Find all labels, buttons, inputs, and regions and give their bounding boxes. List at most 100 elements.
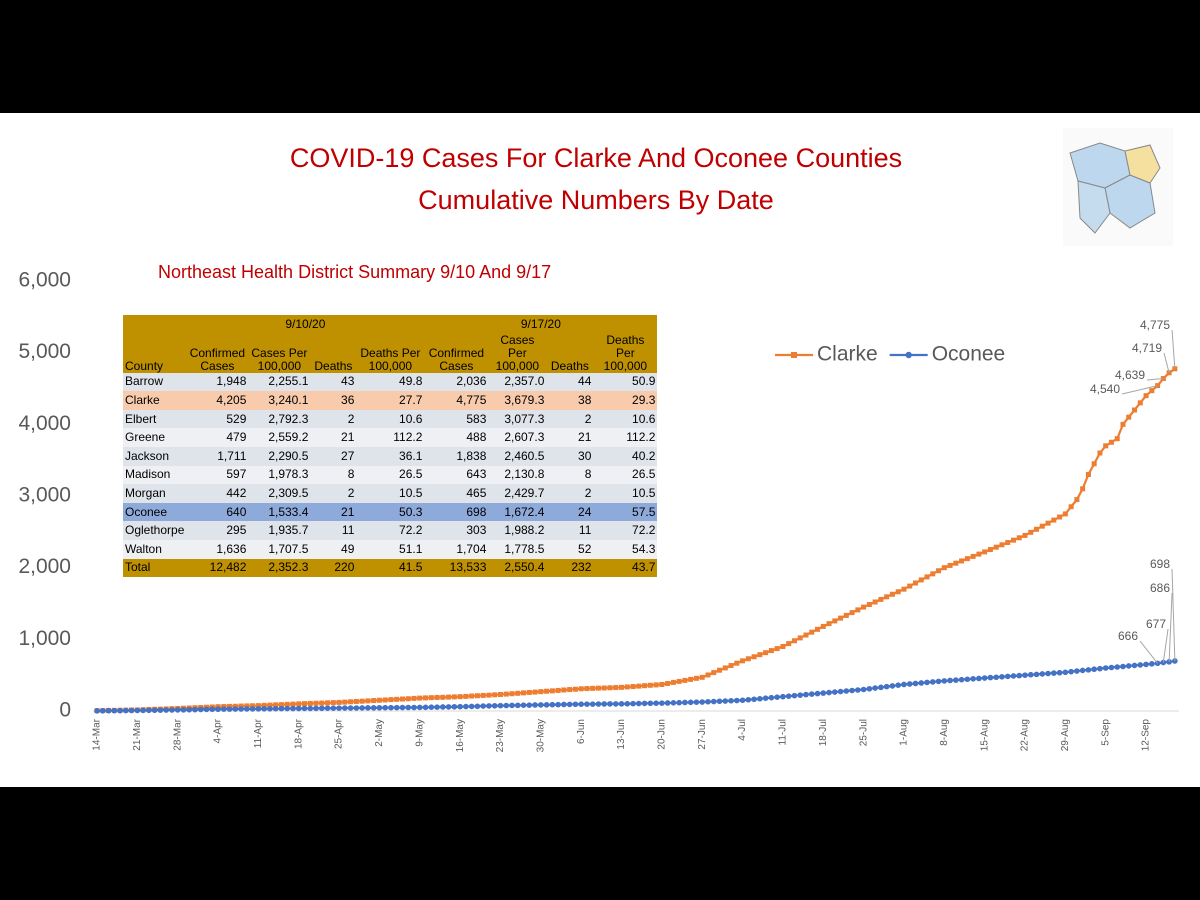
- marker: [544, 688, 550, 694]
- marker: [572, 686, 578, 692]
- table-row: Total 12,482 2,352.3 220 41.5 13,533 2,550.4 23…: [123, 558, 658, 578]
- marker: [1102, 665, 1109, 671]
- marker: [348, 699, 354, 705]
- marker: [1074, 668, 1080, 674]
- table-cell: 26.5: [356, 465, 425, 485]
- table-cell: 27.7: [356, 391, 425, 410]
- marker: [849, 610, 855, 616]
- group-header: 9/10/20: [186, 315, 425, 334]
- marker: [405, 704, 412, 711]
- marker: [993, 674, 999, 681]
- table-cell: 1,948: [186, 372, 249, 392]
- marker: [1143, 393, 1149, 399]
- marker: [111, 707, 118, 714]
- map: [1063, 128, 1173, 246]
- table-cell: Oconee: [123, 502, 187, 522]
- table-cell: 54.3: [593, 539, 658, 559]
- marker: [503, 691, 509, 697]
- marker: [422, 704, 429, 711]
- marker: [693, 675, 699, 681]
- marker: [555, 701, 561, 708]
- marker: [699, 674, 705, 680]
- marker: [601, 701, 608, 707]
- marker: [146, 707, 152, 714]
- marker: [693, 699, 700, 705]
- table-cell: 643: [424, 465, 489, 485]
- table-row: Madison 597 1,978.3 8 26.5 643 2,130.8 8 26.5: [123, 465, 658, 485]
- table-cell: 112.2: [593, 428, 658, 447]
- marker: [549, 688, 555, 694]
- marker: [388, 697, 394, 703]
- marker: [151, 707, 158, 714]
- marker: [757, 695, 763, 702]
- group-header: 9/17/20: [424, 315, 658, 334]
- marker: [330, 705, 337, 712]
- marker: [232, 706, 239, 712]
- marker: [970, 676, 976, 682]
- marker: [399, 696, 405, 702]
- y-tick-label: 6,000: [18, 269, 71, 292]
- leader-line: [1163, 352, 1170, 373]
- table-body: Barrow 1,948 2,255.1 43 49.8 2,036 2,357.0 44 50…: [123, 372, 658, 578]
- marker: [906, 681, 913, 687]
- marker: [1137, 662, 1144, 668]
- marker: [831, 689, 838, 695]
- marker: [705, 672, 711, 678]
- marker: [1068, 668, 1074, 675]
- marker: [226, 706, 233, 712]
- marker: [1108, 664, 1115, 671]
- column-row: County Confirmed Cases Cases Per 100,000 De…: [123, 333, 658, 373]
- marker: [371, 698, 377, 704]
- marker: [785, 693, 792, 699]
- table-cell: 72.2: [356, 521, 425, 540]
- marker: [469, 693, 475, 699]
- x-tick-label: 6-Jun: [576, 719, 587, 744]
- table-cell: 49.8: [356, 372, 425, 392]
- marker: [1074, 497, 1080, 503]
- marker: [889, 683, 896, 689]
- marker: [976, 675, 982, 682]
- table-cell: 1,988.2: [488, 521, 547, 540]
- marker: [814, 690, 821, 697]
- marker: [826, 621, 832, 627]
- x-tick-label: 28-Mar: [172, 718, 183, 750]
- table-cell: 2,607.3: [488, 428, 547, 447]
- marker: [786, 641, 792, 647]
- marker: [1097, 665, 1103, 672]
- marker: [607, 701, 613, 707]
- marker: [359, 705, 365, 711]
- marker: [832, 618, 838, 624]
- marker: [388, 704, 394, 711]
- marker: [751, 696, 757, 703]
- marker: [982, 549, 988, 555]
- marker: [342, 699, 348, 705]
- marker: [924, 574, 930, 580]
- table-cell: 2,352.3: [248, 558, 311, 578]
- table-cell: 1,636: [186, 539, 249, 559]
- table-row: Elbert 529 2,792.3 2 10.6 583 3,077.3 2 10.6: [123, 409, 658, 429]
- marker: [1160, 659, 1167, 666]
- group-row: 9/10/20 9/17/20: [123, 315, 658, 334]
- marker: [659, 700, 665, 706]
- table-row: Jackson 1,711 2,290.5 27 36.1 1,838 2,460.5 30 4…: [123, 446, 658, 466]
- marker: [762, 695, 769, 701]
- leader-line: [1162, 628, 1169, 663]
- table-cell: 1,838: [424, 446, 489, 466]
- marker: [941, 678, 948, 684]
- marker: [1027, 671, 1034, 678]
- legend-marker: [791, 352, 797, 358]
- marker: [768, 694, 775, 701]
- marker: [641, 700, 648, 707]
- marker: [670, 679, 676, 685]
- marker: [624, 700, 631, 707]
- marker: [365, 705, 371, 711]
- marker: [815, 626, 820, 632]
- marker: [676, 678, 682, 684]
- marker: [624, 684, 630, 690]
- marker: [440, 704, 446, 710]
- marker: [711, 670, 717, 676]
- table-cell: 10.6: [593, 409, 658, 429]
- marker: [353, 698, 359, 704]
- table-cell: 1,711: [186, 446, 249, 466]
- x-tick-label: 29-Aug: [1060, 719, 1071, 751]
